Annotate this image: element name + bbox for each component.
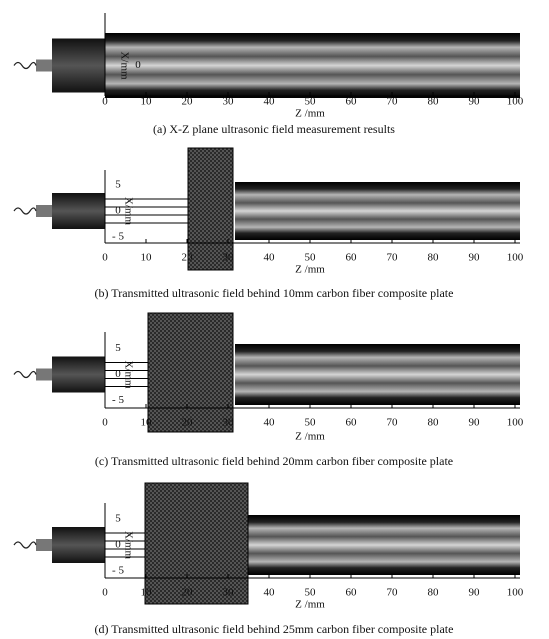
x-tick-label: 20: [182, 96, 194, 108]
x-tick-label: 80: [428, 252, 440, 264]
x-tick-label: 80: [428, 417, 440, 429]
x-axis-label: Z /mm: [295, 108, 325, 120]
x-tick-label: 40: [264, 96, 276, 108]
field-image: [105, 33, 520, 98]
x-tick-label: 70: [387, 587, 399, 599]
caption: (a) X-Z plane ultrasonic field measureme…: [153, 122, 395, 136]
x-tick-label: 60: [346, 96, 358, 108]
field-image: [245, 515, 520, 575]
y-tick-label: 5: [115, 179, 121, 191]
x-tick-label: 90: [469, 587, 481, 599]
x-tick-label: 90: [469, 417, 481, 429]
x-tick-label: 100: [507, 96, 524, 108]
y-axis-label: X/mm: [122, 197, 134, 226]
x-tick-label: 50: [305, 96, 317, 108]
x-tick-label: 100: [507, 417, 524, 429]
x-tick-label: 20: [182, 252, 194, 264]
x-axis-label: Z /mm: [295, 431, 325, 443]
transducer: [52, 38, 105, 93]
cable: [13, 541, 37, 549]
x-tick-label: 20: [182, 417, 194, 429]
caption: (d) Transmitted ultrasonic field behind …: [95, 622, 454, 636]
x-tick-label: 20: [182, 587, 194, 599]
x-tick-label: 0: [102, 587, 108, 599]
x-tick-label: 70: [387, 96, 399, 108]
y-axis-label: X/mm: [118, 51, 130, 80]
y-tick-label: 5: [115, 342, 121, 354]
composite-plate: [187, 147, 234, 271]
x-tick-label: 10: [141, 417, 153, 429]
x-tick-label: 100: [507, 252, 524, 264]
transducer-tip: [36, 59, 52, 72]
x-tick-label: 100: [507, 587, 524, 599]
x-tick-label: 70: [387, 417, 399, 429]
x-tick-label: 0: [102, 96, 108, 108]
x-tick-label: 80: [428, 96, 440, 108]
x-tick-label: 0: [102, 417, 108, 429]
y-tick-label: - 5: [112, 231, 124, 243]
y-tick-label: 0: [115, 205, 121, 217]
transducer: [52, 527, 105, 563]
x-tick-label: 40: [264, 417, 276, 429]
y-tick-label: 5: [115, 513, 121, 525]
cable: [13, 61, 37, 70]
x-tick-label: 30: [223, 587, 235, 599]
cable: [13, 207, 37, 215]
cable: [13, 370, 37, 379]
x-tick-label: 50: [305, 587, 317, 599]
y-tick-label: - 5: [112, 394, 124, 406]
transducer-tip: [36, 368, 52, 381]
x-tick-label: 10: [141, 96, 153, 108]
x-tick-label: 90: [469, 96, 481, 108]
x-tick-label: 10: [141, 587, 153, 599]
transducer-tip: [36, 539, 52, 551]
y-tick-label: 0: [115, 539, 121, 551]
x-tick-label: 10: [141, 252, 153, 264]
composite-plate: [147, 312, 234, 433]
x-tick-label: 60: [346, 587, 358, 599]
x-tick-label: 40: [264, 252, 276, 264]
y-axis-label: X/mm: [122, 360, 134, 389]
composite-plate: [144, 482, 249, 605]
x-tick-label: 60: [346, 417, 358, 429]
transducer-tip: [36, 205, 52, 217]
field-image: [235, 182, 520, 240]
caption: (c) Transmitted ultrasonic field behind …: [95, 454, 453, 468]
x-axis-label: Z /mm: [295, 264, 325, 276]
x-tick-label: 0: [102, 252, 108, 264]
x-tick-label: 30: [223, 96, 235, 108]
x-tick-label: 40: [264, 587, 276, 599]
x-tick-label: 30: [223, 417, 235, 429]
x-tick-label: 50: [305, 252, 317, 264]
x-tick-label: 80: [428, 587, 440, 599]
x-tick-label: 50: [305, 417, 317, 429]
x-tick-label: 60: [346, 252, 358, 264]
field-image: [235, 344, 520, 405]
y-tick-label: 0: [115, 368, 121, 380]
y-tick-label: 0: [135, 59, 141, 71]
x-tick-label: 70: [387, 252, 399, 264]
y-tick-label: - 5: [112, 565, 124, 577]
transducer: [52, 193, 105, 229]
y-axis-label: X/mm: [122, 531, 134, 560]
x-tick-label: 30: [223, 252, 235, 264]
x-tick-label: 90: [469, 252, 481, 264]
transducer: [52, 356, 105, 393]
caption: (b) Transmitted ultrasonic field behind …: [95, 286, 454, 300]
x-axis-label: Z /mm: [295, 599, 325, 611]
